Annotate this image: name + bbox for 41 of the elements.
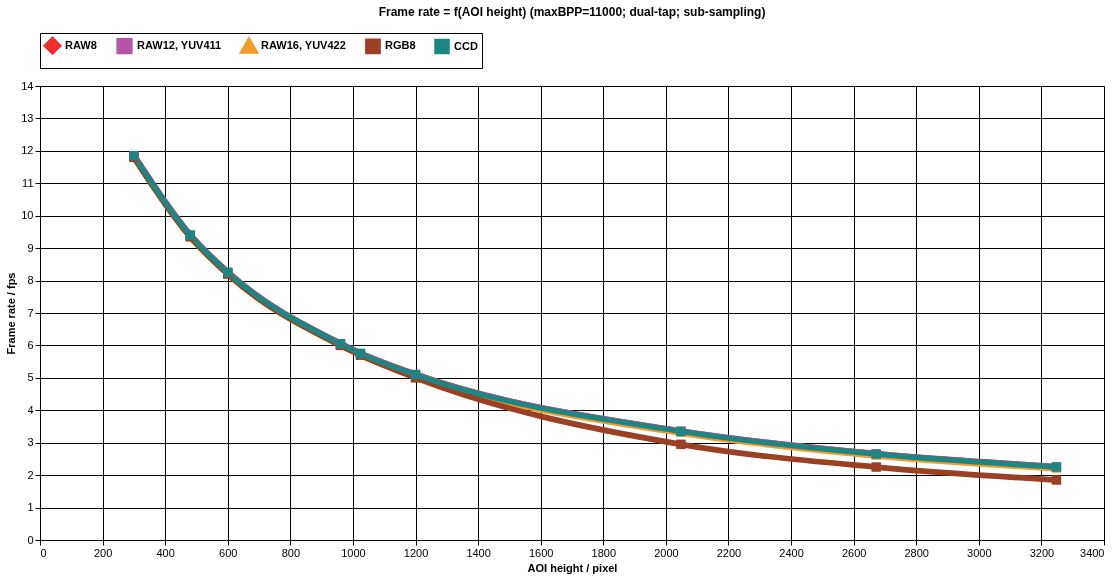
y-tick-label: 3 xyxy=(27,436,34,449)
x-tick-label: 3000 xyxy=(967,546,992,559)
x-tick-label: 0 xyxy=(40,546,47,559)
legend-label: RAW8 xyxy=(65,38,97,51)
legend-label: CCD xyxy=(454,39,478,52)
x-tick-label: 2800 xyxy=(904,546,929,559)
y-tick-label: 6 xyxy=(27,338,34,351)
x-tick-label: 2400 xyxy=(779,546,804,559)
x-tick-label: 2600 xyxy=(841,546,867,559)
legend-label: RAW16, YUV422 xyxy=(261,39,346,52)
y-tick-label: 4 xyxy=(27,403,34,416)
legend-label: RGB8 xyxy=(385,39,416,52)
legend-label: RAW12, YUV411 xyxy=(137,39,222,51)
x-tick-label: 1400 xyxy=(466,546,491,559)
y-tick-label: 9 xyxy=(27,241,34,254)
x-tick-label: 600 xyxy=(219,546,238,559)
x-tick-label: 1000 xyxy=(341,546,366,559)
x-tick-label: 1800 xyxy=(591,546,617,559)
x-tick-label: 3200 xyxy=(1029,546,1055,559)
y-tick-label: 0 xyxy=(27,533,34,546)
y-tick-label: 10 xyxy=(21,209,34,222)
x-tick-label: 1200 xyxy=(403,546,429,559)
y-tick-label: 14 xyxy=(21,79,34,92)
y-tick-label: 8 xyxy=(27,274,34,287)
x-tick-label: 400 xyxy=(156,546,175,559)
y-tick-label: 7 xyxy=(27,306,34,319)
chart-title: Frame rate = f(AOI height) (maxBPP=11000; dual-tap; sub-sampling) xyxy=(378,4,766,19)
x-tick-label: 3400 xyxy=(1080,546,1105,559)
x-axis-title: AOI height / pixel xyxy=(527,561,618,574)
x-tick-label: 2000 xyxy=(654,546,679,559)
x-tick-label: 200 xyxy=(93,546,113,559)
y-axis-title: Frame rate / fps xyxy=(5,272,18,355)
y-tick-label: 11 xyxy=(22,176,34,189)
x-tick-label: 800 xyxy=(281,546,301,559)
y-tick-label: 12 xyxy=(21,144,34,157)
y-tick-label: 2 xyxy=(27,468,34,481)
y-tick-label: 5 xyxy=(27,371,34,384)
y-tick-label: 13 xyxy=(21,111,34,124)
x-tick-label: 1600 xyxy=(528,546,554,559)
y-tick-label: 1 xyxy=(27,501,34,514)
x-tick-label: 2200 xyxy=(716,546,742,559)
